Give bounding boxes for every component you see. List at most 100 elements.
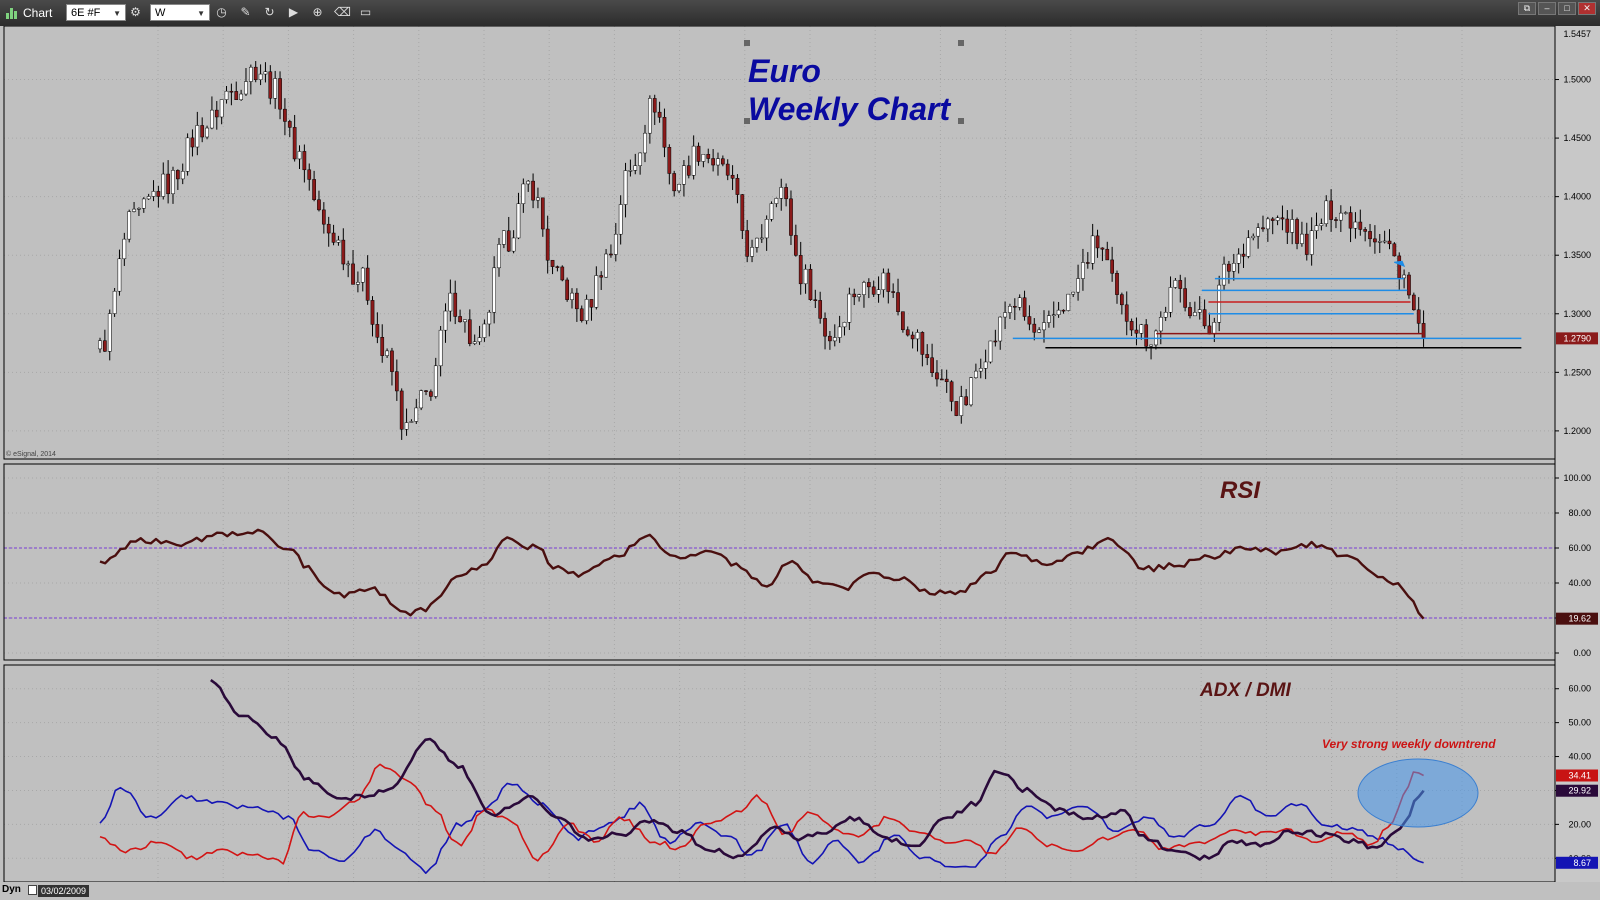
candle-body [1368,231,1372,240]
candle-body [550,259,555,267]
chart-background [0,26,1600,882]
candle-body [1139,324,1144,334]
adx-value-text: 29.92 [1568,786,1591,796]
candle-body [823,318,827,337]
candle-body [1212,322,1217,335]
candle-body [779,187,784,199]
candle-body [176,170,180,180]
candle-body [536,197,540,201]
calendar-icon[interactable] [28,885,37,895]
restore-button[interactable]: ⧉ [1518,2,1536,15]
candle-body [326,223,331,234]
candle-body [1178,280,1183,289]
window-icon[interactable]: ▭ [359,5,372,19]
selection-handle[interactable] [958,40,964,46]
downtrend-annotation: Very strong weekly downtrend [1322,737,1496,751]
candle-body [292,127,297,160]
candle-body [98,340,102,350]
candle-body [1295,219,1299,244]
eraser-icon[interactable]: ⌫ [334,5,351,19]
candle-body [866,282,871,288]
candle-body [954,401,959,416]
chart-canvas[interactable]: JulOctJanAprJulOctJanAprJulOctJanAprJulO… [0,26,1600,882]
candle-body [497,244,501,269]
candle-body [1421,323,1426,339]
candle-body [1144,324,1149,347]
price-series [98,61,1426,440]
candle-body [891,291,896,293]
candle-body [750,247,754,257]
candle-body [1115,273,1119,295]
maximize-button[interactable]: □ [1558,2,1576,15]
candle-body [287,121,292,128]
candle-body [1270,218,1275,221]
candle-body [828,335,832,342]
candle-body [312,179,316,200]
candle-body [171,170,175,195]
cursor-icon[interactable]: ◷ [216,5,227,19]
minimize-button[interactable]: – [1538,2,1556,15]
candle-body [404,422,409,430]
candle-body [370,300,375,325]
candle-body [219,99,224,118]
candle-body [716,158,720,166]
candle-body [1402,274,1406,279]
candle-body [1353,221,1358,229]
candle-body [1173,280,1178,288]
candle-body [978,368,983,372]
candle-body [1188,307,1192,317]
last-price-value: 1.2790 [1563,333,1591,343]
candle-body [151,191,156,197]
start-date[interactable]: 03/02/2009 [38,885,90,897]
selection-handle[interactable] [958,118,964,124]
refresh-icon[interactable]: ↻ [264,5,275,19]
chart-app-icon [6,7,18,19]
chart-settings-icon[interactable]: ⚙ [130,5,141,19]
rsi-series [4,528,1555,620]
candle-body [813,299,818,301]
candle-body [930,357,934,373]
pencil-icon[interactable]: ✎ [240,5,251,19]
candle-body [545,228,550,261]
candle-body [409,421,414,423]
selection-handle[interactable] [744,40,750,46]
candle-body [1124,304,1129,322]
candle-body [360,267,365,283]
candle-body [798,255,803,285]
candle-body [258,73,263,80]
di-plus-value-tag [1556,856,1598,869]
candle-body [599,275,604,278]
y-tick-label: 1.3000 [1563,309,1591,319]
candle-body [769,203,774,220]
candle-body [721,158,725,165]
symbol-input[interactable]: 6E #F ▼ [66,4,126,21]
interval-input[interactable]: W ▼ [150,4,210,21]
candle-body [847,293,852,323]
candle-body [224,90,229,100]
candle-body [132,208,136,212]
rsi-value-tag [1556,612,1598,625]
candle-body [161,173,166,197]
candle-body [467,319,472,344]
candle-body [341,239,346,265]
candle-body [555,266,560,268]
candle-body [244,81,248,95]
candle-body [180,171,185,180]
close-button[interactable]: ✕ [1578,2,1596,15]
window-controls: ⧉ – □ ✕ [1518,2,1596,15]
candle-body [1222,263,1226,286]
candle-body [1280,217,1285,220]
candle-body [477,337,482,343]
candle-body [944,378,949,383]
y-tick-label: 80.00 [1568,508,1591,518]
chevron-down-icon: ▼ [197,9,205,18]
selection-handle[interactable] [744,118,750,124]
di-plus-line [99,782,1424,875]
candle-body [623,170,628,205]
play-icon[interactable]: ▶ [288,5,299,19]
zoom-icon[interactable]: ⊕ [312,5,323,19]
y-axis-strip [1555,26,1600,882]
candle-body [1217,284,1222,323]
dyn-label: Dyn [2,884,21,895]
candle-body [672,173,677,192]
